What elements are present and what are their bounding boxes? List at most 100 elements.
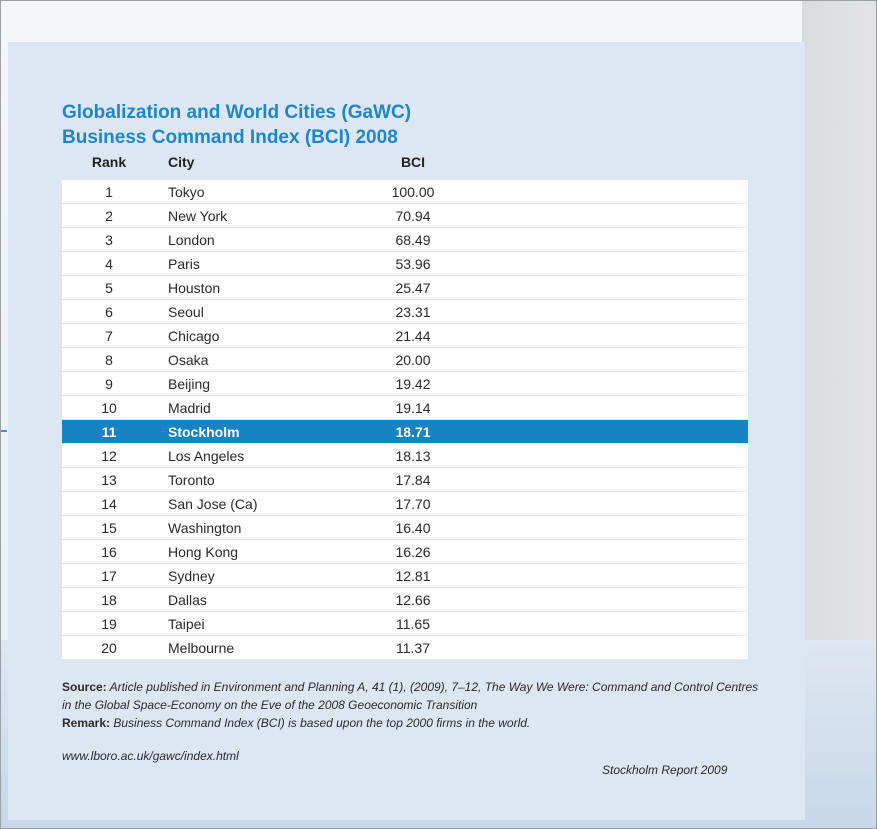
bci-cell: 16.26 — [395, 544, 431, 560]
remark-note: Remark: Business Command Index (BCI) is … — [62, 714, 762, 732]
city-cell: Paris — [168, 256, 200, 272]
table-row: 2 New York 70.94 — [62, 204, 748, 228]
bci-cell: 12.81 — [395, 568, 431, 584]
report-credit: Stockholm Report 2009 — [602, 763, 728, 777]
notes: Source: Article published in Environment… — [62, 678, 762, 732]
rank-cell: 6 — [105, 304, 113, 320]
table-row: 3 London 68.49 — [62, 228, 748, 252]
city-cell: Beijing — [168, 376, 211, 392]
city-cell: Taipei — [168, 616, 205, 632]
bci-cell: 16.40 — [395, 520, 431, 536]
rank-cell: 4 — [105, 256, 113, 272]
city-cell: Hong Kong — [168, 544, 239, 560]
city-cell: Dallas — [168, 592, 207, 608]
rank-cell: 11 — [101, 424, 117, 440]
table-row: 10 Madrid 19.14 — [62, 396, 748, 420]
city-cell: Seoul — [168, 304, 204, 320]
report-panel: Globalization and World Cities (GaWC) Bu… — [8, 42, 805, 820]
source-note: Source: Article published in Environment… — [62, 678, 762, 714]
remark-text: Business Command Index (BCI) is based up… — [113, 716, 531, 730]
bci-cell: 19.14 — [395, 400, 431, 416]
title-line-1: Globalization and World Cities (GaWC) — [62, 102, 412, 123]
bci-cell: 12.66 — [395, 592, 431, 608]
rank-cell: 16 — [101, 544, 117, 560]
city-cell: Los Angeles — [168, 448, 245, 464]
rank-cell: 12 — [101, 448, 117, 464]
rank-cell: 2 — [105, 208, 113, 224]
table-row: 14 San Jose (Ca) 17.70 — [62, 492, 748, 516]
column-header-city: City — [168, 154, 195, 170]
rank-cell: 9 — [105, 376, 113, 392]
source-text: Article published in Environment and Pla… — [62, 680, 759, 712]
bci-cell: 18.71 — [395, 424, 431, 440]
bci-cell: 17.70 — [395, 496, 431, 512]
city-cell: Osaka — [168, 352, 209, 368]
table-title: Globalization and World Cities (GaWC) Bu… — [62, 100, 411, 150]
rank-cell: 8 — [105, 352, 113, 368]
city-cell: Chicago — [168, 328, 220, 344]
city-cell: Madrid — [168, 400, 211, 416]
table-body: 1 Tokyo 100.00 2 New York 70.94 3 London 68.49 4 P… — [62, 180, 748, 660]
table-row: 12 Los Angeles 18.13 — [62, 444, 748, 468]
city-cell: Tokyo — [168, 184, 205, 200]
rank-cell: 15 — [101, 520, 117, 536]
bci-cell: 23.31 — [395, 304, 431, 320]
table-row: 17 Sydney 12.81 — [62, 564, 748, 588]
city-cell: Toronto — [168, 472, 215, 488]
table-row: 5 Houston 25.47 — [62, 276, 748, 300]
table-row: 18 Dallas 12.66 — [62, 588, 748, 612]
city-cell: Washington — [168, 520, 242, 536]
rank-cell: 18 — [101, 592, 117, 608]
rank-cell: 7 — [105, 328, 113, 344]
bci-cell: 17.84 — [395, 472, 431, 488]
rank-cell: 3 — [105, 232, 113, 248]
remark-label: Remark: — [62, 716, 111, 730]
table-row: 11 Stockholm 18.71 — [62, 420, 748, 444]
table-row: 16 Hong Kong 16.26 — [62, 540, 748, 564]
rank-cell: 14 — [101, 496, 117, 512]
rank-cell: 10 — [101, 400, 117, 416]
column-header-rank: Rank — [91, 154, 127, 170]
source-label: Source: — [62, 680, 107, 694]
bci-cell: 70.94 — [395, 208, 431, 224]
edge-mark — [0, 430, 7, 432]
rank-cell: 13 — [101, 472, 117, 488]
bci-cell: 20.00 — [395, 352, 431, 368]
city-cell: Sydney — [168, 568, 215, 584]
table-row: 8 Osaka 20.00 — [62, 348, 748, 372]
city-cell: San Jose (Ca) — [168, 496, 258, 512]
table-row: 1 Tokyo 100.00 — [62, 180, 748, 204]
bci-cell: 21.44 — [395, 328, 431, 344]
source-url[interactable]: www.lboro.ac.uk/gawc/index.html — [62, 749, 239, 763]
city-cell: Stockholm — [168, 424, 240, 440]
rank-cell: 20 — [101, 640, 117, 656]
bci-cell: 68.49 — [395, 232, 431, 248]
column-header-bci: BCI — [400, 154, 426, 170]
city-cell: London — [168, 232, 215, 248]
bci-cell: 11.37 — [396, 640, 430, 656]
table-row: 4 Paris 53.96 — [62, 252, 748, 276]
rank-cell: 19 — [101, 616, 117, 632]
rank-cell: 5 — [105, 280, 113, 296]
table-row: 6 Seoul 23.31 — [62, 300, 748, 324]
bci-cell: 100.00 — [391, 184, 435, 200]
table-row: 13 Toronto 17.84 — [62, 468, 748, 492]
city-cell: Houston — [168, 280, 221, 296]
bci-cell: 25.47 — [395, 280, 431, 296]
bci-cell: 19.42 — [395, 376, 431, 392]
rank-cell: 1 — [105, 184, 113, 200]
table-row: 15 Washington 16.40 — [62, 516, 748, 540]
table-row: 20 Melbourne 11.37 — [62, 636, 748, 660]
rank-cell: 17 — [101, 568, 117, 584]
bci-cell: 11.65 — [396, 616, 430, 632]
city-cell: New York — [168, 208, 228, 224]
table-row: 7 Chicago 21.44 — [62, 324, 748, 348]
table-row: 9 Beijing 19.42 — [62, 372, 748, 396]
table-row: 19 Taipei 11.65 — [62, 612, 748, 636]
city-cell: Melbourne — [168, 640, 235, 656]
bci-cell: 53.96 — [395, 256, 431, 272]
table-header: Rank City BCI — [62, 154, 748, 176]
bci-cell: 18.13 — [395, 448, 431, 464]
title-line-2: Business Command Index (BCI) 2008 — [62, 127, 398, 148]
